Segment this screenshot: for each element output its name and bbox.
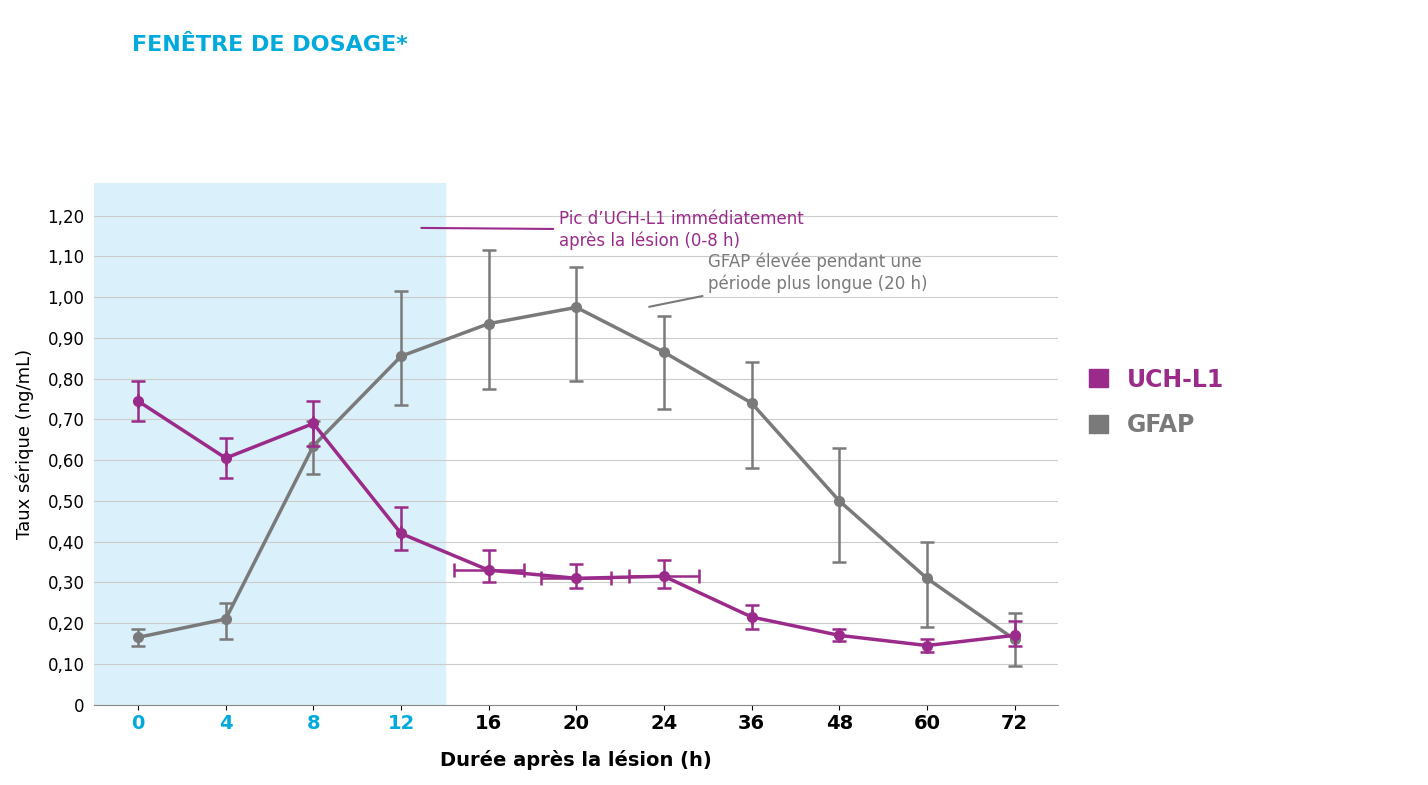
Legend: UCH-L1, GFAP: UCH-L1, GFAP (1090, 367, 1224, 436)
Text: GFAP élevée pendant une
période plus longue (20 h): GFAP élevée pendant une période plus lon… (650, 253, 927, 307)
Text: Pic d’UCH-L1 immédiatement
après la lésion (0-8 h): Pic d’UCH-L1 immédiatement après la lési… (421, 210, 804, 250)
Text: FENÊTRE DE DOSAGE*: FENÊTRE DE DOSAGE* (131, 35, 407, 55)
Bar (94, 183, 446, 705)
Y-axis label: Taux sérique (ng/mL): Taux sérique (ng/mL) (16, 349, 33, 539)
X-axis label: Durée après la lésion (h): Durée après la lésion (h) (440, 750, 713, 770)
